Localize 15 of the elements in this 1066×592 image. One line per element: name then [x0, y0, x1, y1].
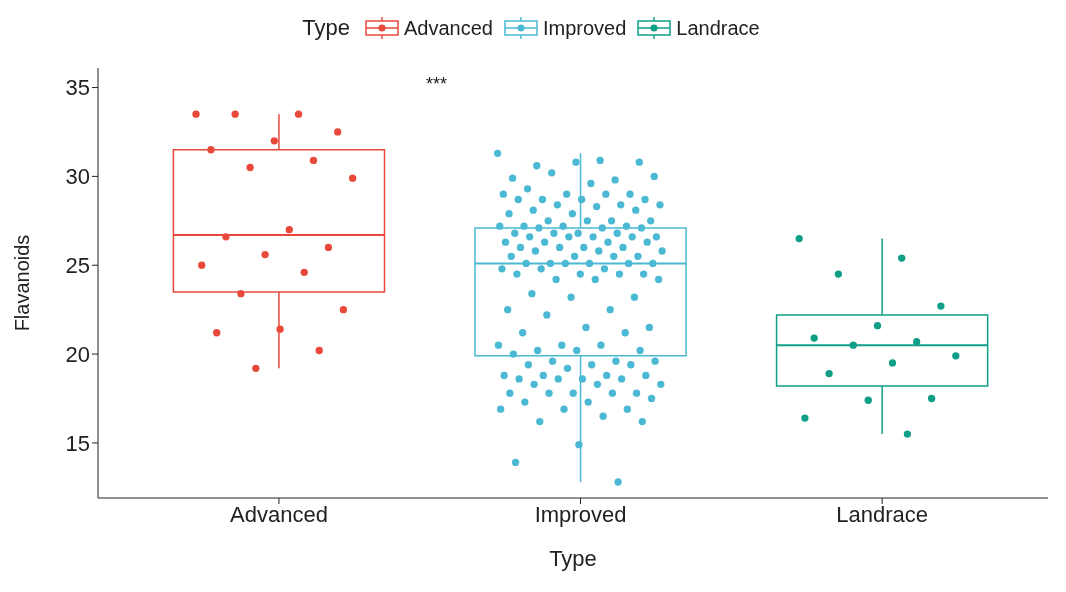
y-axis-title: Flavanoids	[11, 234, 34, 332]
legend-title: Type	[302, 15, 350, 41]
y-tick-label: 20	[65, 341, 90, 367]
legend-label: Improved	[542, 16, 627, 40]
annotation: ***	[426, 74, 448, 95]
x-tick-label: Improved	[534, 501, 627, 527]
legend-label: Landrace	[676, 16, 760, 40]
y-tick-label: 30	[65, 164, 90, 190]
y-tick-label: 15	[65, 430, 90, 456]
x-tick-label: Landrace	[836, 501, 928, 527]
y-tick-label: 25	[65, 253, 90, 279]
y-tick-label: 35	[65, 75, 90, 101]
legend-label: Advanced	[403, 16, 493, 40]
x-tick-label: Advanced	[230, 501, 328, 527]
x-axis-title: Type	[549, 546, 597, 571]
